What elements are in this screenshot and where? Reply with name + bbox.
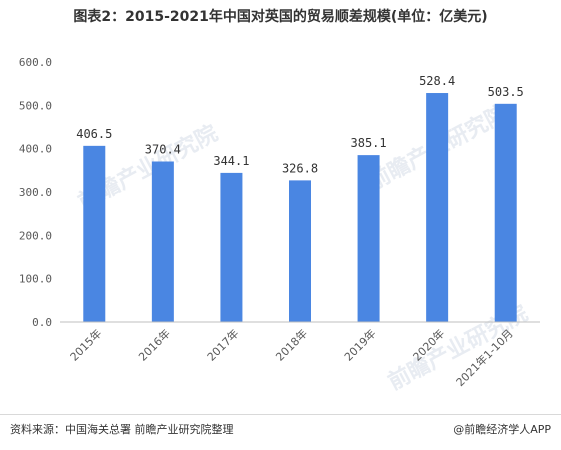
data-label: 385.1 <box>351 136 387 150</box>
bar <box>426 93 449 322</box>
y-tick-label: 300.0 <box>19 186 52 199</box>
bar <box>289 180 311 322</box>
x-tick-label: 2017年 <box>204 326 241 363</box>
x-axis: 2015年 2016年 2017年 2018年 2019年 2020年 2021年1-10月 <box>60 321 540 389</box>
x-tick-label: 2018年 <box>273 326 310 363</box>
y-axis: 0.0 100.0 200.0 300.0 400.0 500.0 600.0 <box>19 56 52 329</box>
bars <box>83 93 517 322</box>
x-tick-label: 2015年 <box>67 326 104 363</box>
data-label: 406.5 <box>76 127 112 141</box>
x-tick-label: 2020年 <box>410 326 447 363</box>
bar-chart: 0.0 100.0 200.0 300.0 400.0 500.0 600.0 406.5 3… <box>19 56 540 389</box>
bar <box>83 145 106 322</box>
data-label: 503.5 <box>488 85 524 99</box>
chart-title: 图表2：2015-2021年中国对英国的贸易顺差规模(单位：亿美元) <box>73 9 488 25</box>
value-labels: 406.5 370.4 344.1 326.8 385.1 528.4 503.5 <box>76 74 524 175</box>
y-tick-label: 200.0 <box>19 229 52 242</box>
bar <box>220 172 243 322</box>
footer: 资料来源：中国海关总署 前瞻产业研究院整理 @前瞻经济学人APP <box>0 414 561 450</box>
bar <box>151 161 174 322</box>
x-tick-label: 2016年 <box>136 326 173 363</box>
y-tick-label: 100.0 <box>19 273 52 286</box>
x-tick-label: 2019年 <box>341 326 378 363</box>
y-tick-label: 400.0 <box>19 143 52 156</box>
data-label: 326.8 <box>282 161 318 175</box>
y-tick-label: 0.0 <box>32 316 52 329</box>
x-tick-label: 2021年1-10月 <box>453 326 516 389</box>
source-note: 资料来源：中国海关总署 前瞻产业研究院整理 <box>10 423 234 436</box>
bar <box>357 155 380 322</box>
y-tick-label: 600.0 <box>19 56 52 69</box>
data-label: 344.1 <box>213 154 249 168</box>
data-label: 370.4 <box>145 142 181 156</box>
data-label: 528.4 <box>419 74 455 88</box>
brand-credit: @前瞻经济学人APP <box>453 423 551 436</box>
y-tick-label: 500.0 <box>19 99 52 112</box>
bar <box>494 103 517 322</box>
